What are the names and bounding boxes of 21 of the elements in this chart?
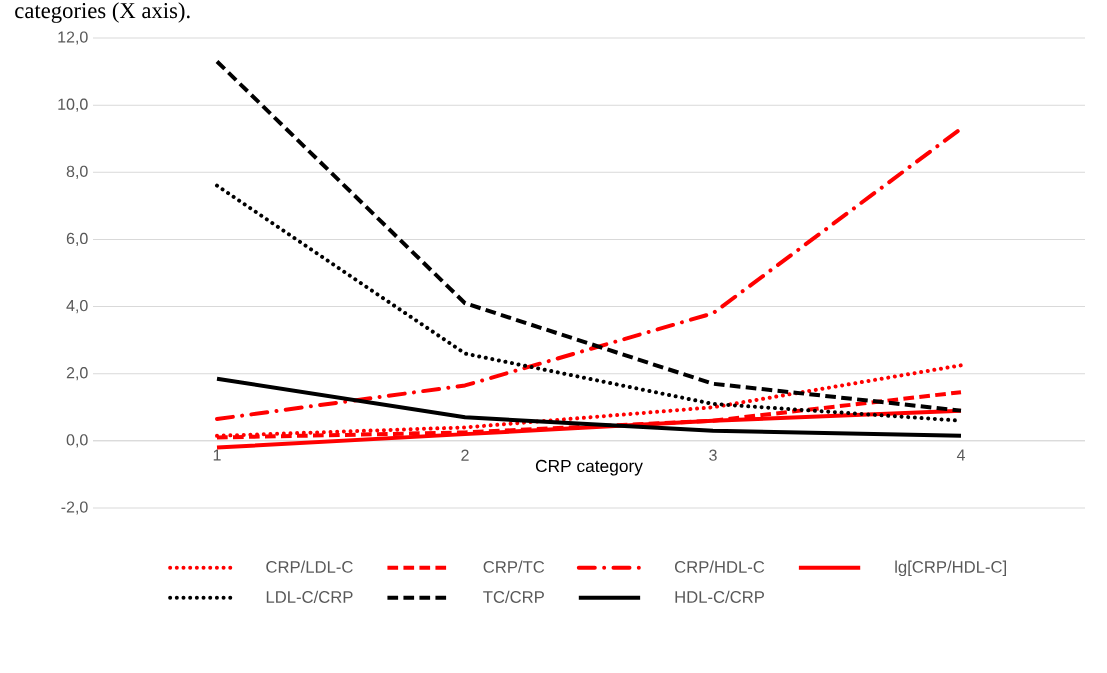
x-tick-label: 1: [213, 449, 221, 461]
x-axis-title: CRP category: [535, 459, 643, 476]
x-tick-label: 4: [956, 449, 965, 461]
legend-label: CRP/HDL-C: [674, 560, 765, 573]
y-tick-label: -2,0: [61, 501, 88, 515]
legend-label: LDL-C/CRP: [266, 590, 353, 603]
y-tick-label: 0,0: [66, 434, 88, 448]
legend-label: TC/CRP: [483, 590, 544, 603]
y-tick-label: 2,0: [66, 367, 88, 381]
y-tick-label: 8,0: [66, 165, 88, 179]
y-tick-label: 4,0: [66, 299, 88, 314]
text: categories (X axis).: [15, 2, 190, 23]
legend-label: CRP/TC: [483, 560, 545, 573]
legend-label: CRP/LDL-C: [266, 560, 353, 573]
legend-label: lg[CRP/HDL-C]: [895, 560, 1006, 577]
y-tick-label: 10,0: [58, 98, 88, 112]
x-tick-label: 3: [709, 449, 717, 461]
y-tick-label: 6,0: [66, 232, 88, 247]
y-tick-label: 12,0: [58, 31, 88, 45]
x-tick-label: 2: [461, 449, 469, 461]
legend-label: HDL-C/CRP: [675, 590, 764, 603]
